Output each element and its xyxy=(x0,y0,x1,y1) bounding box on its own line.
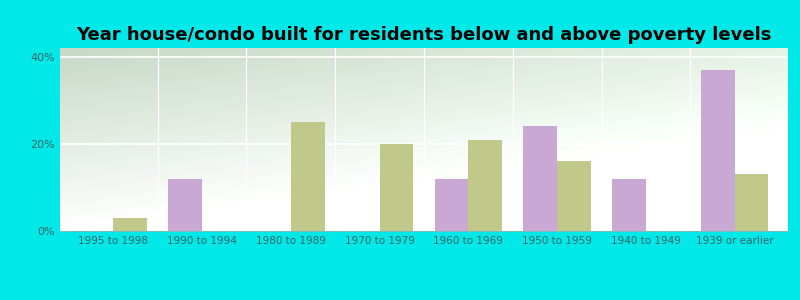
Bar xyxy=(380,144,414,231)
Bar xyxy=(114,218,147,231)
Bar xyxy=(557,161,591,231)
Bar xyxy=(168,179,202,231)
Bar xyxy=(701,70,734,231)
Title: Year house/condo built for residents below and above poverty levels: Year house/condo built for residents bel… xyxy=(76,26,772,44)
Bar xyxy=(434,179,468,231)
Bar xyxy=(523,126,557,231)
Bar xyxy=(291,122,325,231)
Bar xyxy=(734,174,769,231)
Bar xyxy=(612,179,646,231)
Bar xyxy=(468,140,502,231)
